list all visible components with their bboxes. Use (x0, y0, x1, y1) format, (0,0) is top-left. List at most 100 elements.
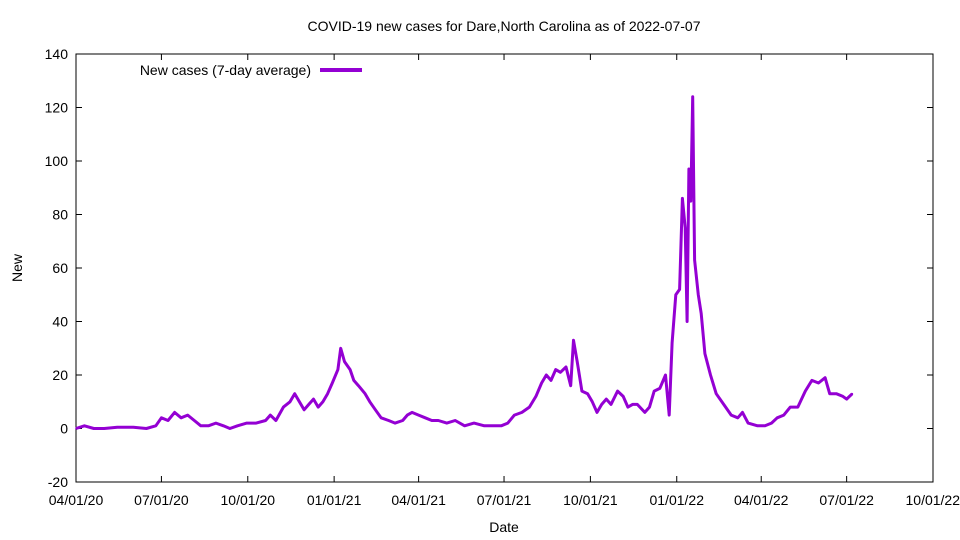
x-tick-label: 04/01/21 (391, 492, 446, 508)
data-point (374, 409, 377, 411)
x-tick-label: 07/01/20 (134, 492, 189, 508)
data-point (200, 425, 202, 427)
series-line (75, 95, 854, 430)
data-point (730, 414, 732, 416)
chart-title: COVID-19 new cases for Dare,North Caroli… (308, 18, 701, 34)
data-point (600, 403, 603, 406)
data-point (693, 259, 696, 261)
data-point (483, 425, 486, 427)
data-point (364, 392, 366, 395)
data-point (387, 419, 390, 422)
data-point (357, 384, 360, 387)
y-tick-label: 140 (45, 46, 69, 62)
data-point (401, 419, 404, 422)
data-point (811, 379, 813, 382)
legend: New cases (7-day average) (140, 62, 362, 78)
data-point (417, 414, 420, 416)
data-point (741, 411, 744, 414)
data-point (789, 406, 792, 408)
x-tick-label: 04/01/20 (49, 492, 104, 508)
data-point (686, 320, 688, 323)
data-point (569, 384, 572, 387)
data-point (572, 339, 575, 342)
data-point (264, 419, 267, 422)
data-point (631, 403, 634, 406)
data-point (565, 366, 567, 368)
y-tick-label: 0 (60, 421, 68, 437)
data-point (622, 395, 624, 398)
data-point (636, 403, 639, 406)
data-point (764, 425, 766, 427)
data-point (690, 200, 692, 202)
y-tick-label: 60 (52, 260, 68, 276)
data-point (236, 425, 239, 427)
data-point (697, 294, 700, 296)
data-point (167, 419, 169, 422)
data-point (756, 425, 759, 427)
data-point (616, 390, 619, 392)
data-point (308, 403, 310, 406)
data-point (828, 392, 831, 395)
data-point (715, 392, 717, 395)
x-tick-label: 10/01/22 (906, 492, 960, 508)
data-point (215, 422, 217, 424)
x-tick-label: 10/01/21 (563, 492, 618, 508)
data-point (845, 398, 848, 400)
data-point (627, 406, 629, 408)
data-point (644, 411, 646, 414)
data-point (804, 390, 807, 392)
data-point (704, 352, 706, 355)
data-point (668, 414, 670, 416)
data-point (540, 382, 543, 384)
data-point (186, 414, 189, 416)
x-axis: 04/01/20 07/01/20 10/01/20 01/01/21 04/01/21… (49, 54, 960, 508)
data-point (269, 414, 272, 416)
legend-label: New cases (7-day average) (140, 62, 311, 78)
data-point (513, 414, 516, 416)
data-point (521, 411, 523, 414)
data-point (132, 426, 135, 429)
data-point (664, 374, 667, 376)
data-point (180, 417, 182, 419)
data-point (610, 403, 612, 406)
x-tick-label: 01/01/21 (307, 492, 362, 508)
data-point (298, 401, 301, 403)
y-tick-label: 80 (52, 207, 68, 223)
data-point (691, 96, 694, 98)
data-point (75, 427, 77, 430)
data-point (437, 419, 440, 422)
data-point (545, 374, 548, 376)
data-point (406, 414, 409, 416)
data-point (684, 227, 686, 229)
plot-frame (75, 53, 934, 483)
data-point (783, 414, 785, 416)
data-point (500, 425, 503, 427)
data-point (337, 368, 339, 371)
data-point (550, 379, 552, 382)
data-point (369, 401, 371, 403)
data-point (591, 401, 594, 403)
data-point (145, 427, 148, 430)
data-point (116, 426, 119, 429)
x-tick-label: 07/01/21 (477, 492, 532, 508)
data-point (653, 390, 655, 392)
data-point (289, 401, 291, 403)
data-point (193, 419, 196, 422)
data-point (770, 422, 773, 424)
data-point (678, 288, 681, 291)
data-point (326, 392, 329, 395)
x-tick-label: 07/01/22 (819, 492, 874, 508)
data-point (349, 368, 351, 371)
data-point (747, 422, 749, 424)
data-point (648, 406, 651, 408)
data-point (173, 411, 176, 414)
y-tick-label: 40 (52, 314, 68, 330)
data-point (303, 409, 305, 411)
data-point (659, 387, 661, 390)
x-tick-label: 10/01/20 (221, 492, 276, 508)
data-point (246, 422, 248, 424)
data-point (492, 425, 495, 427)
data-point (559, 371, 562, 374)
x-tick-label: 01/01/22 (649, 492, 704, 508)
